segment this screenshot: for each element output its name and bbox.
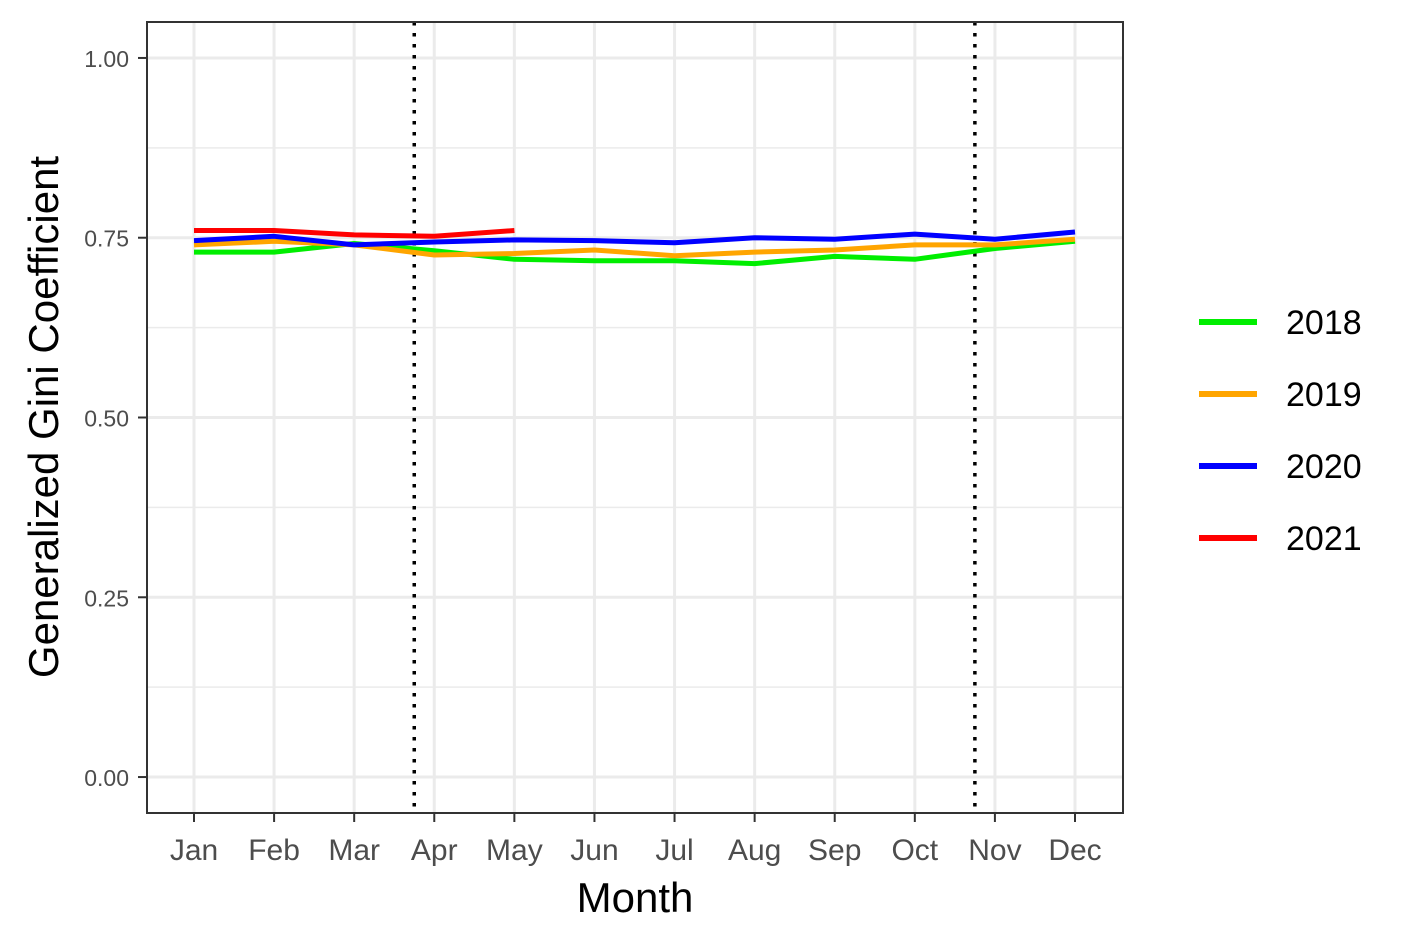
legend-label-2021: 2021 <box>1286 520 1362 558</box>
x-tick-label: Mar <box>328 834 380 867</box>
y-tick-label: 1.00 <box>84 46 129 72</box>
x-tick-label: Nov <box>968 834 1021 867</box>
x-tick-label: Aug <box>728 834 781 867</box>
x-tick-label: May <box>486 834 543 867</box>
series-lines <box>193 228 1076 267</box>
series-line-2020 <box>193 229 1076 248</box>
x-tick-label: Apr <box>411 834 458 867</box>
x-tick-label: Jun <box>570 834 618 867</box>
y-tick-label: 0.00 <box>84 765 129 791</box>
y-tick-label: 0.75 <box>84 226 129 252</box>
x-tick-label: Oct <box>891 834 938 867</box>
x-tick-label: Jan <box>170 834 218 867</box>
x-tick-label: Jul <box>655 834 693 867</box>
legend-label-2018: 2018 <box>1286 304 1362 342</box>
x-axis-title: Month <box>577 874 694 921</box>
y-tick-label: 0.25 <box>84 585 129 611</box>
x-tick-label: Sep <box>808 834 861 867</box>
series-line-2021 <box>194 228 515 239</box>
x-tick-label: Dec <box>1048 834 1101 867</box>
axes: 0.00 0.25 0.50 0.75 1.00 Jan Feb Mar Apr May Jun Ju… <box>84 46 1101 867</box>
y-tick-label: 0.50 <box>84 406 129 432</box>
x-tick-label: Feb <box>248 834 300 867</box>
legend: 2018 2019 2020 2021 <box>1199 304 1362 558</box>
legend-label-2020: 2020 <box>1286 448 1362 486</box>
legend-label-2019: 2019 <box>1286 376 1362 414</box>
y-axis-title: Generalized Gini Coefficient <box>20 156 67 679</box>
